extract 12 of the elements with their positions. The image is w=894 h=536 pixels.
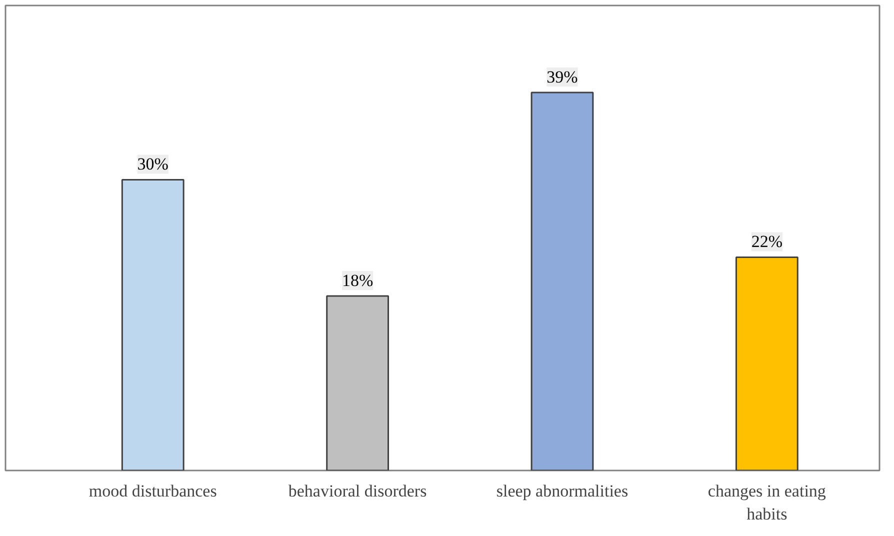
- data-label: 18%: [342, 271, 374, 290]
- bar: [326, 295, 390, 470]
- data-label: 39%: [546, 67, 578, 86]
- bar: [530, 92, 594, 470]
- x-tick-label: changes in eating habits: [708, 482, 826, 524]
- data-label: 30%: [137, 154, 168, 174]
- bar: [121, 178, 184, 470]
- x-tick-label: behavioral disorders: [288, 482, 427, 500]
- data-label: 22%: [751, 232, 783, 252]
- x-tick-label: sleep abnormalities: [496, 482, 628, 500]
- x-tick-label: mood disturbances: [88, 482, 217, 500]
- bar: [735, 256, 798, 470]
